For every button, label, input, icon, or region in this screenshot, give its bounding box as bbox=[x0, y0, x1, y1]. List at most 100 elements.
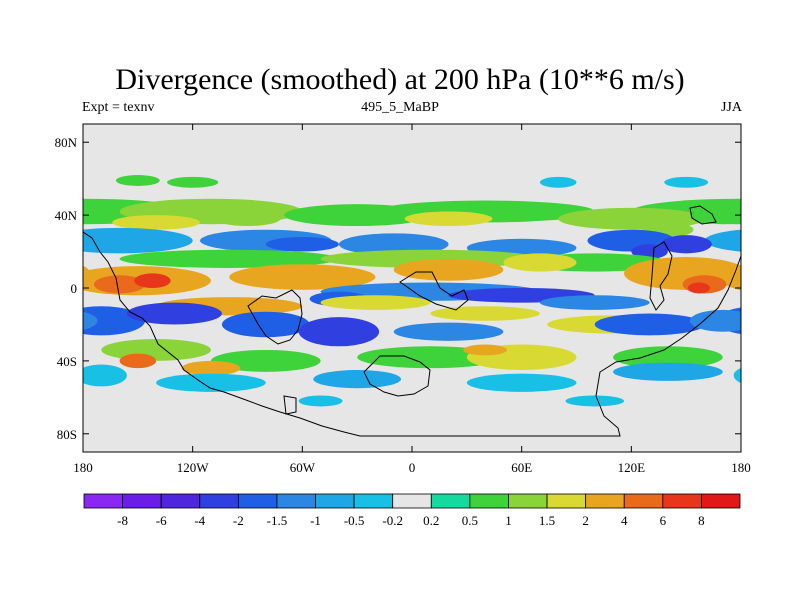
colorbar-swatch bbox=[623, 493, 664, 509]
x-tick-label: 180 bbox=[731, 460, 751, 475]
divergence-cell bbox=[156, 373, 266, 392]
divergence-cell bbox=[298, 317, 380, 347]
divergence-cell bbox=[134, 273, 171, 289]
colorbar-swatch bbox=[276, 493, 316, 509]
divergence-cell bbox=[704, 229, 741, 252]
divergence-cell bbox=[404, 211, 493, 227]
divergence-cell bbox=[393, 258, 504, 281]
divergence-cell bbox=[83, 265, 91, 282]
colorbar-level-label: -8 bbox=[117, 513, 128, 528]
colorbar-level-label: -1 bbox=[310, 513, 321, 528]
divergence-cell bbox=[229, 173, 266, 185]
divergence-cell bbox=[733, 367, 741, 384]
x-tick-label: 60W bbox=[290, 460, 316, 475]
divergence-cell bbox=[115, 175, 160, 186]
y-tick-label: 40S bbox=[57, 354, 77, 369]
divergence-cell bbox=[265, 236, 339, 252]
y-tick-label: 80S bbox=[57, 427, 77, 442]
divergence-cell bbox=[313, 370, 402, 389]
divergence-cell bbox=[503, 253, 577, 272]
colorbar-level-label: -2 bbox=[233, 513, 244, 528]
colorbar-level-label: -0.2 bbox=[382, 513, 403, 528]
divergence-cell bbox=[687, 282, 710, 294]
divergence-cell bbox=[181, 360, 241, 376]
x-tick-label: 120W bbox=[177, 460, 210, 475]
divergence-cell bbox=[664, 176, 709, 188]
colorbar-swatch bbox=[469, 493, 509, 509]
divergence-cell bbox=[689, 206, 741, 225]
divergence-cell bbox=[463, 344, 508, 356]
colorbar-level-label: 0.2 bbox=[423, 513, 439, 528]
divergence-cell bbox=[93, 275, 146, 294]
x-tick-label: 60E bbox=[511, 460, 532, 475]
divergence-cell bbox=[393, 322, 504, 341]
experiment-label: Expt = texnv bbox=[82, 100, 155, 115]
x-tick-label: 180 bbox=[73, 460, 93, 475]
colorbar-swatch bbox=[83, 493, 123, 509]
divergence-cell bbox=[565, 395, 625, 407]
season-label: JJA bbox=[720, 100, 742, 115]
y-tick-label: 80N bbox=[55, 135, 78, 150]
divergence-cell bbox=[119, 249, 339, 268]
y-tick-label: 40N bbox=[55, 208, 78, 223]
divergence-cell bbox=[660, 235, 712, 254]
colorbar-swatch bbox=[315, 493, 355, 509]
colorbar-swatch bbox=[160, 493, 201, 509]
colorbar-swatch bbox=[508, 493, 548, 509]
divergence-cell bbox=[298, 395, 343, 407]
colorbar-swatch bbox=[353, 493, 394, 509]
divergence-cell bbox=[645, 410, 690, 422]
divergence-cell bbox=[83, 227, 193, 254]
divergence-cell bbox=[221, 311, 310, 338]
colorbar-swatch bbox=[701, 493, 741, 509]
divergence-cell bbox=[83, 364, 127, 387]
colorbar-swatch bbox=[122, 493, 162, 509]
x-tick-label: 120E bbox=[618, 460, 646, 475]
colorbar-swatch bbox=[430, 493, 471, 509]
divergence-cell bbox=[430, 306, 540, 321]
colorbar-swatch bbox=[199, 493, 239, 509]
divergence-cell bbox=[83, 311, 98, 330]
colorbar-level-label: 6 bbox=[660, 513, 667, 528]
divergence-cell bbox=[320, 295, 431, 310]
divergence-cell bbox=[229, 264, 376, 290]
divergence-cell bbox=[196, 399, 263, 411]
divergence-cell bbox=[689, 309, 741, 332]
divergence-cell bbox=[631, 244, 668, 259]
divergence-cell bbox=[119, 353, 157, 369]
colorbar: -8 -6 -4 -2 -1.5 -1 -0.5 -0.2 0.2 0.5 1 1.5 2 4 6 8 bbox=[83, 493, 741, 528]
colorbar-level-label: 2 bbox=[582, 513, 589, 528]
divergence-cell bbox=[126, 302, 222, 325]
divergence-cell bbox=[214, 211, 281, 227]
colorbar-swatch bbox=[546, 493, 587, 509]
colorbar-level-label: 0.5 bbox=[462, 513, 478, 528]
colorbar-level-label: -4 bbox=[194, 513, 205, 528]
colorbar-level-label: 4 bbox=[621, 513, 628, 528]
colorbar-level-label: 1.5 bbox=[539, 513, 555, 528]
y-axis: 80N 40N 0 40S 80S bbox=[55, 135, 741, 442]
coastline-outline bbox=[83, 205, 741, 437]
colorbar-swatch bbox=[392, 493, 432, 509]
divergence-field bbox=[83, 173, 741, 422]
colorbar-swatch bbox=[237, 493, 278, 509]
divergence-cell bbox=[101, 339, 211, 361]
colorbar-level-label: 8 bbox=[698, 513, 705, 528]
period-label: 495_5_MaBP bbox=[361, 100, 439, 115]
divergence-cell bbox=[112, 215, 200, 230]
divergence-cell bbox=[613, 362, 723, 381]
divergence-cell bbox=[83, 207, 98, 223]
y-tick-label: 0 bbox=[71, 281, 78, 296]
divergence-cell bbox=[594, 313, 705, 336]
colorbar-swatch bbox=[662, 493, 702, 509]
divergence-cell bbox=[613, 346, 723, 369]
colorbar-level-label: -1.5 bbox=[267, 513, 288, 528]
colorbar-level-label: -6 bbox=[156, 513, 167, 528]
divergence-cell bbox=[316, 176, 361, 188]
colorbar-level-label: -0.5 bbox=[344, 513, 365, 528]
x-axis: 180 120W 60W 0 60E 120E 180 bbox=[73, 124, 751, 475]
colorbar-level-label: 1 bbox=[505, 513, 512, 528]
x-tick-label: 0 bbox=[409, 460, 416, 475]
divergence-cell bbox=[539, 295, 650, 310]
divergence-cell bbox=[338, 233, 449, 256]
